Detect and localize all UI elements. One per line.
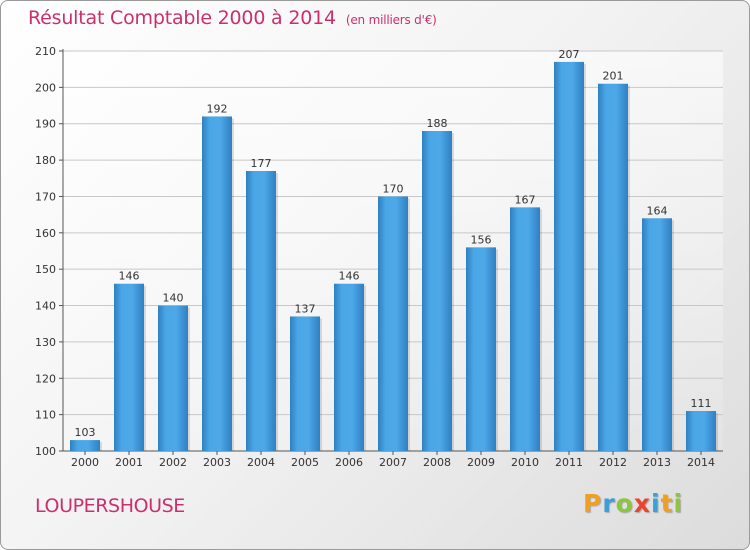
logo-letter: t xyxy=(660,489,674,518)
bar-2010 xyxy=(510,207,540,451)
y-tick-label: 130 xyxy=(35,336,56,349)
x-tick-label: 2005 xyxy=(291,456,319,469)
data-label-2009: 156 xyxy=(471,233,492,246)
bar-2002 xyxy=(158,305,188,451)
x-tick-label: 2011 xyxy=(555,456,583,469)
x-tick-label: 2000 xyxy=(71,456,99,469)
data-label-2012: 201 xyxy=(603,70,624,83)
x-tick-label: 2013 xyxy=(643,456,671,469)
x-tick-label: 2001 xyxy=(115,456,143,469)
bar-2011 xyxy=(554,61,584,452)
bar-2006 xyxy=(334,283,364,451)
bar-2001 xyxy=(114,283,144,451)
logo-letter: P xyxy=(583,489,603,518)
bar-2014 xyxy=(686,411,716,451)
bar-2013 xyxy=(642,218,672,451)
axes: 100 110 120 130 140 150 160 170 180 190 200 210 2000… xyxy=(35,45,723,469)
commune-name: LOUPERSHOUSE xyxy=(35,495,185,517)
bar-2004 xyxy=(246,171,276,451)
logo-letter: i xyxy=(651,489,661,518)
data-label-2011: 207 xyxy=(559,48,580,61)
x-tick-label: 2003 xyxy=(203,456,231,469)
x-tick-label: 2014 xyxy=(687,456,715,469)
logo-letter: r xyxy=(602,489,616,518)
y-tick-label: 170 xyxy=(35,190,56,203)
y-tick-label: 120 xyxy=(35,372,56,385)
data-label-2003: 192 xyxy=(207,102,228,115)
x-tick-label: 2009 xyxy=(467,456,495,469)
y-tick-label: 150 xyxy=(35,263,56,276)
data-label-2001: 146 xyxy=(119,270,140,283)
proxiti-logo: Proxiti xyxy=(583,489,683,518)
data-label-2014: 111 xyxy=(691,397,712,410)
bar-2007 xyxy=(378,196,408,451)
data-label-2008: 188 xyxy=(427,117,448,130)
data-label-2006: 146 xyxy=(339,270,360,283)
data-label-2005: 137 xyxy=(295,302,316,315)
data-labels: 103 146 140 192 177 137 146 170 188 156 167 207 201 1… xyxy=(75,48,712,439)
bar-2005 xyxy=(290,316,320,451)
y-tick-label: 200 xyxy=(35,81,56,94)
y-tick-label: 160 xyxy=(35,227,56,240)
y-tick-label: 190 xyxy=(35,118,56,131)
x-tick-label: 2012 xyxy=(599,456,627,469)
y-tick-label: 110 xyxy=(35,409,56,422)
bar-2009 xyxy=(466,247,496,451)
x-tick-label: 2010 xyxy=(511,456,539,469)
data-label-2002: 140 xyxy=(163,292,184,305)
logo-letter: i xyxy=(673,489,684,518)
y-tick-label: 210 xyxy=(35,45,56,58)
chart-unit: (en milliers d'€) xyxy=(345,13,437,27)
logo-letter: o xyxy=(615,489,634,518)
bars xyxy=(70,61,718,452)
data-label-2013: 164 xyxy=(647,204,668,217)
y-tick-label: 140 xyxy=(35,300,56,313)
chart-title-text: Résultat Comptable 2000 à 2014 xyxy=(28,7,336,29)
chart-title: Résultat Comptable 2000 à 2014 (en millie… xyxy=(28,7,437,29)
bar-2003 xyxy=(202,116,232,452)
bar-2012 xyxy=(598,83,628,452)
x-tick-label: 2002 xyxy=(159,456,187,469)
data-label-2004: 177 xyxy=(251,157,272,170)
bar-2000 xyxy=(70,440,100,451)
x-tick-label: 2008 xyxy=(423,456,451,469)
logo-letter: x xyxy=(633,489,651,518)
y-tick-label: 100 xyxy=(35,445,56,458)
data-label-2007: 170 xyxy=(383,182,404,195)
x-tick-label: 2007 xyxy=(379,456,407,469)
data-label-2010: 167 xyxy=(515,193,536,206)
data-label-2000: 103 xyxy=(75,426,96,439)
x-tick-label: 2004 xyxy=(247,456,275,469)
bar-2008 xyxy=(422,131,452,451)
x-tick-label: 2006 xyxy=(335,456,363,469)
y-tick-label: 180 xyxy=(35,154,56,167)
